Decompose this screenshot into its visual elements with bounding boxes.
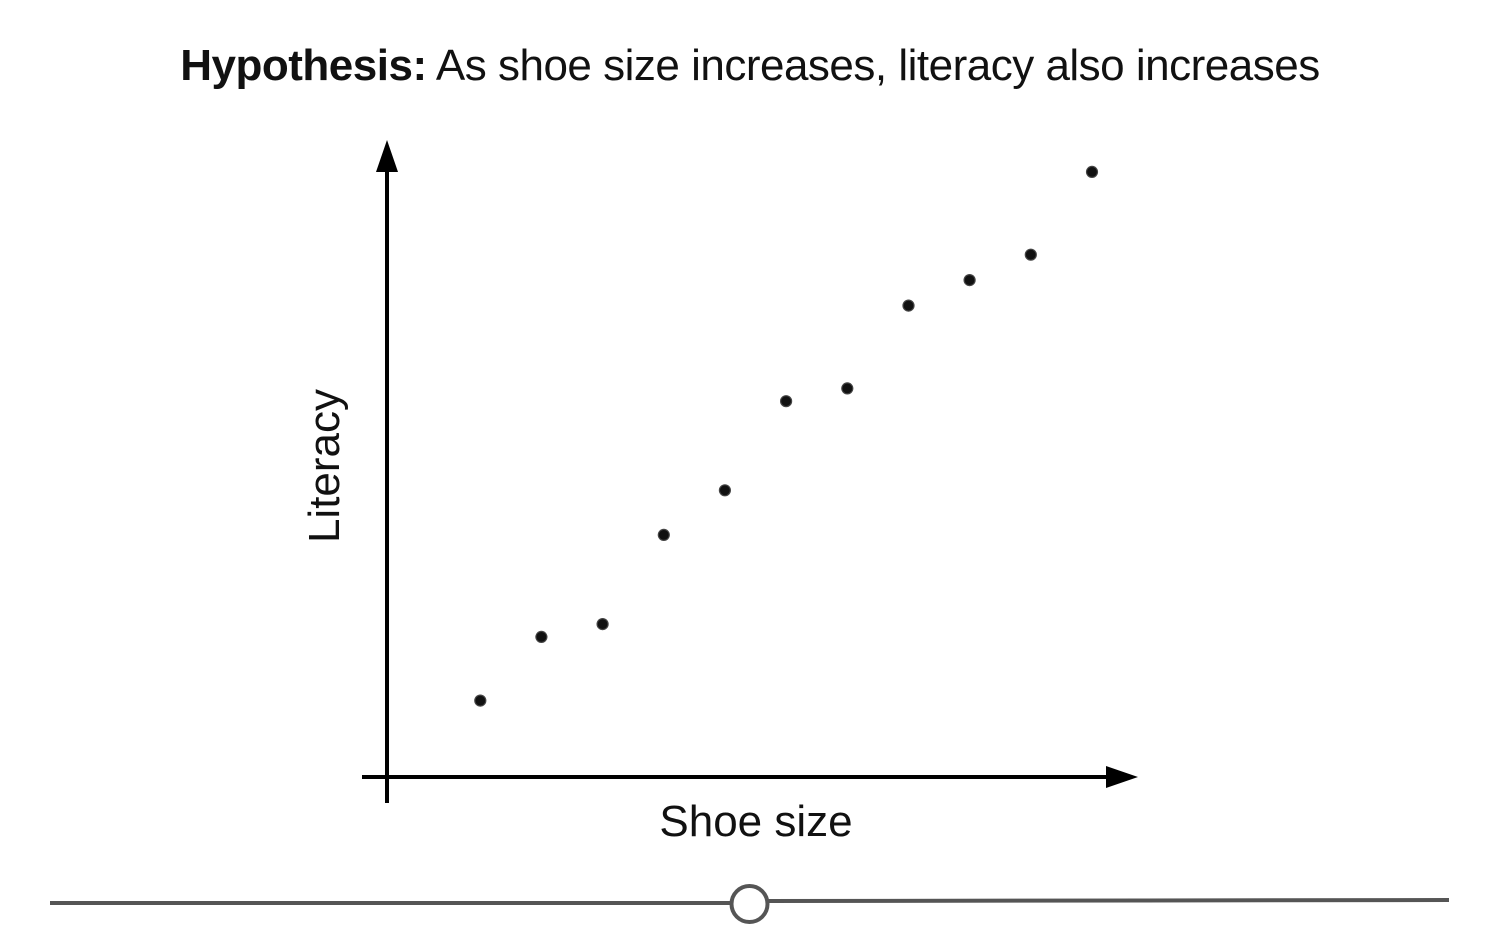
x-axis-label: Shoe size — [659, 797, 853, 846]
data-point — [779, 395, 793, 408]
slider-track-right[interactable] — [768, 898, 1450, 903]
chart-title: Hypothesis: As shoe size increases, lite… — [0, 36, 1500, 96]
slider-thumb[interactable] — [729, 884, 770, 924]
axes — [362, 140, 1138, 803]
y-axis-arrow — [376, 140, 398, 172]
x-axis-arrow — [1106, 766, 1138, 788]
title-rest: As shoe size increases, literacy also in… — [426, 41, 1320, 90]
data-points — [474, 165, 1099, 707]
data-point — [535, 630, 548, 644]
title-bold: Hypothesis: — [180, 41, 427, 90]
data-point — [718, 484, 732, 497]
data-point — [1085, 165, 1099, 178]
data-point — [902, 299, 915, 312]
timeline-slider[interactable] — [0, 870, 1500, 938]
data-point — [1024, 248, 1037, 261]
data-point — [841, 382, 854, 395]
data-point — [474, 694, 487, 707]
data-point — [596, 617, 609, 631]
data-point — [657, 528, 670, 542]
data-point — [963, 274, 976, 287]
y-axis-label: Literacy — [300, 388, 349, 544]
